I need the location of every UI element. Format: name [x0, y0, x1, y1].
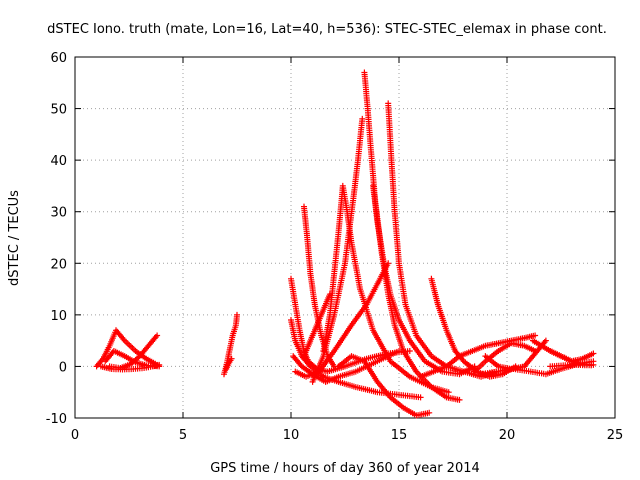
data-series	[223, 355, 235, 372]
axis-ticks: 0 5 10 15 20 25 -10 0 10 20 30 40 50 60	[46, 51, 624, 443]
data-series	[417, 332, 539, 380]
data-series	[335, 353, 433, 419]
data-series	[102, 348, 163, 370]
y-tick-label: 50	[50, 103, 67, 118]
x-tick-label: 5	[179, 428, 187, 443]
data-point-markers	[385, 100, 500, 380]
x-axis-label: GPS time / hours of day 360 of year 2014	[210, 461, 480, 476]
data-point-markers	[320, 182, 452, 396]
data-point-markers	[223, 355, 235, 372]
chart-title: dSTEC Iono. truth (mate, Lon=16, Lat=40,…	[47, 22, 607, 37]
y-tick-label: 20	[50, 257, 67, 272]
data-point-markers	[301, 291, 333, 360]
y-tick-label: 40	[50, 154, 67, 169]
data-series	[547, 361, 595, 370]
data-point-markers	[547, 348, 597, 365]
data-point-markers	[361, 69, 463, 403]
x-tick-label: 0	[71, 428, 79, 443]
data-point-markers	[417, 332, 539, 380]
y-tick-label: 10	[50, 309, 67, 324]
y-tick-label: 0	[59, 360, 67, 375]
y-tick-label: -10	[46, 412, 67, 427]
x-tick-label: 10	[283, 428, 300, 443]
data-series	[385, 100, 500, 380]
data-point-markers	[370, 182, 478, 378]
data-series	[547, 348, 597, 365]
data-points	[93, 69, 597, 419]
x-tick-label: 20	[499, 428, 516, 443]
data-point-markers	[102, 348, 163, 370]
data-series	[361, 69, 463, 403]
y-tick-label: 60	[50, 51, 67, 66]
data-point-markers	[309, 115, 366, 385]
x-tick-label: 25	[607, 428, 624, 443]
data-point-markers	[547, 361, 595, 370]
x-tick-label: 15	[391, 428, 408, 443]
y-axis-label: dSTEC / TECUs	[7, 190, 22, 286]
data-series	[221, 311, 240, 378]
data-point-markers	[335, 353, 433, 419]
data-point-markers	[221, 311, 240, 378]
data-series	[370, 182, 478, 378]
data-series	[320, 182, 452, 396]
data-series	[301, 291, 333, 360]
y-tick-label: 30	[50, 206, 67, 221]
data-series	[309, 115, 366, 385]
plot-frame	[74, 56, 616, 419]
